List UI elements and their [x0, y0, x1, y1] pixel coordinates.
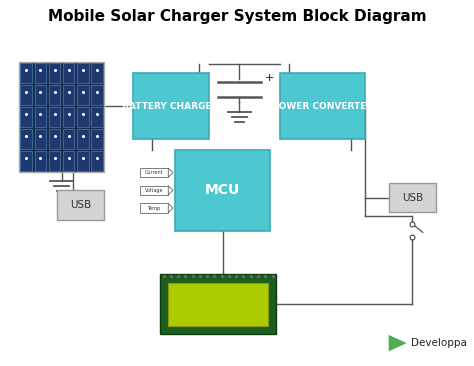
Bar	[91, 107, 103, 127]
Bar	[77, 107, 89, 127]
Bar	[35, 151, 46, 171]
Text: BATTERY CHARGER: BATTERY CHARGER	[122, 102, 219, 111]
Bar	[140, 203, 168, 213]
Bar	[77, 151, 89, 171]
Polygon shape	[168, 203, 173, 213]
Text: Temp: Temp	[147, 206, 161, 210]
Bar	[160, 274, 276, 334]
Bar	[91, 85, 103, 105]
Bar	[63, 151, 74, 171]
Bar	[133, 73, 209, 139]
Bar	[35, 129, 46, 149]
Bar	[19, 62, 104, 172]
Bar	[91, 151, 103, 171]
Text: Developpa: Developpa	[411, 338, 467, 348]
Bar	[77, 85, 89, 105]
Text: MCU: MCU	[205, 183, 240, 197]
Polygon shape	[168, 186, 173, 195]
Bar	[77, 129, 89, 149]
Bar	[20, 129, 32, 149]
Bar	[168, 283, 268, 326]
Bar	[35, 85, 46, 105]
Bar	[35, 63, 46, 83]
Bar	[63, 107, 74, 127]
Text: POWER CONVERTER: POWER CONVERTER	[272, 102, 373, 111]
Bar	[91, 63, 103, 83]
Bar	[20, 63, 32, 83]
Bar	[49, 85, 60, 105]
Bar	[175, 150, 270, 231]
Bar	[140, 186, 168, 195]
Polygon shape	[389, 335, 407, 351]
Bar	[49, 107, 60, 127]
Bar	[280, 73, 365, 139]
Bar	[57, 190, 104, 220]
Bar	[140, 168, 168, 177]
Bar	[49, 151, 60, 171]
Bar	[91, 129, 103, 149]
Bar	[49, 129, 60, 149]
Polygon shape	[168, 168, 173, 177]
Bar	[389, 183, 436, 212]
Text: USB: USB	[402, 193, 423, 203]
Bar	[20, 107, 32, 127]
Text: +: +	[264, 72, 274, 82]
Text: Mobile Solar Charger System Block Diagram: Mobile Solar Charger System Block Diagra…	[48, 9, 426, 24]
Bar	[20, 85, 32, 105]
Text: Current: Current	[145, 170, 164, 175]
Text: Voltage: Voltage	[145, 188, 164, 193]
Bar	[77, 63, 89, 83]
Bar	[63, 63, 74, 83]
Bar	[20, 151, 32, 171]
Text: USB: USB	[70, 200, 91, 210]
Bar	[63, 129, 74, 149]
Bar	[63, 85, 74, 105]
Bar	[35, 107, 46, 127]
Bar	[49, 63, 60, 83]
